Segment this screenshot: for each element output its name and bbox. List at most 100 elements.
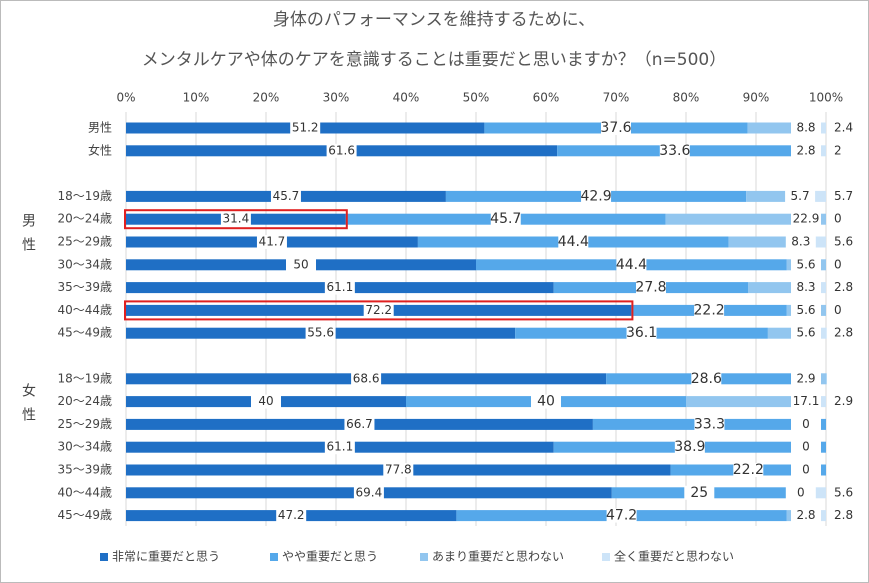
y-tick-label: 35～39歳 <box>57 280 112 294</box>
label-bg <box>791 121 821 135</box>
label-bg <box>791 303 821 318</box>
data-label: 2.8 <box>796 143 815 157</box>
label-bg <box>383 463 414 477</box>
data-label: 8.3 <box>796 280 815 294</box>
x-tick-label: 50% <box>463 91 490 105</box>
label-bg <box>344 417 375 432</box>
highlight-box <box>124 300 634 321</box>
data-label: 5.6 <box>796 303 815 317</box>
label-bg <box>616 257 647 272</box>
data-label: 0 <box>834 257 842 271</box>
data-label: 8.3 <box>791 235 810 249</box>
data-label: 0 <box>802 417 810 431</box>
legend-swatch <box>270 553 278 561</box>
data-label: 2 <box>834 143 842 157</box>
label-bg <box>324 280 355 295</box>
y-tick-label: 40～44歳 <box>57 485 112 499</box>
data-label: 17.1 <box>793 394 820 408</box>
label-bg <box>791 463 821 477</box>
x-tick-label: 0% <box>116 91 135 105</box>
bar-segment <box>728 236 787 248</box>
data-label: 41.7 <box>259 235 286 249</box>
label-bg <box>324 440 355 455</box>
data-label: 45.7 <box>490 211 521 227</box>
label-bg <box>691 371 722 386</box>
label-bg <box>351 371 382 386</box>
legend-label: やや重要だと思う <box>282 550 378 564</box>
data-label: 77.8 <box>385 463 412 477</box>
label-bg <box>791 280 821 295</box>
legend-swatch <box>602 553 610 561</box>
label-bg <box>353 485 384 500</box>
label-bg <box>791 440 821 455</box>
label-bg <box>785 485 816 500</box>
label-bg <box>791 326 821 341</box>
legend-swatch <box>420 553 428 561</box>
data-label: 22.2 <box>694 302 725 318</box>
data-label: 36.1 <box>626 325 657 341</box>
x-tick-label: 90% <box>743 91 770 105</box>
bar-segment <box>686 396 806 408</box>
y-tick-label: 35～39歳 <box>57 463 112 477</box>
label-bg <box>220 212 251 227</box>
x-tick-label: 80% <box>673 91 700 105</box>
x-tick-label: 60% <box>533 91 560 105</box>
y-tick-label: 45～49歳 <box>57 508 112 522</box>
label-bg <box>674 440 705 455</box>
label-bg <box>684 485 715 500</box>
y-tick-label: 30～34歳 <box>57 440 112 454</box>
data-label: 8.8 <box>796 121 815 135</box>
data-label: 69.4 <box>356 485 383 499</box>
data-label: 66.7 <box>346 417 373 431</box>
data-label: 68.6 <box>353 371 380 385</box>
legend-label: 非常に重要だと思う <box>112 550 220 564</box>
legend-swatch <box>100 553 108 561</box>
data-label: 0 <box>834 303 842 317</box>
chart-title: 身体のパフォーマンスを維持するために、 <box>273 10 595 30</box>
data-label: 47.2 <box>606 508 637 524</box>
label-bg <box>326 143 357 158</box>
label-bg <box>791 394 821 409</box>
data-label: 44.4 <box>616 257 647 273</box>
label-bg <box>558 235 589 249</box>
label-bg <box>785 189 816 204</box>
y-tick-label: 25～29歳 <box>57 417 112 431</box>
label-bg <box>270 189 301 204</box>
label-bg <box>785 235 816 249</box>
legend-label: あまり重要だと思わない <box>432 550 564 564</box>
data-label: 2.8 <box>796 508 815 522</box>
data-label: 45.7 <box>273 189 300 203</box>
label-bg <box>791 212 821 227</box>
data-label: 2.8 <box>834 326 853 340</box>
label-bg <box>256 235 287 249</box>
x-tick-label: 70% <box>603 91 630 105</box>
data-label: 5.7 <box>834 189 853 203</box>
data-label: 2.9 <box>796 371 815 385</box>
x-tick-label: 100% <box>809 91 843 105</box>
label-bg <box>659 143 690 158</box>
data-label: 0 <box>834 212 842 226</box>
data-label: 33.6 <box>659 143 690 159</box>
label-bg <box>581 189 612 204</box>
y-tick-label: 40～44歳 <box>57 303 112 317</box>
data-label: 31.4 <box>223 212 250 226</box>
data-label: 2.8 <box>834 280 853 294</box>
label-bg <box>606 508 637 523</box>
bar-segment <box>748 282 807 294</box>
data-label: 0 <box>802 440 810 454</box>
label-bg <box>290 121 321 135</box>
data-label: 0 <box>802 463 810 477</box>
label-bg <box>694 417 725 432</box>
group-label: 男性 <box>20 213 36 261</box>
data-label: 5.7 <box>791 189 810 203</box>
bar-segment <box>747 122 810 134</box>
label-bg <box>363 303 394 318</box>
label-bg <box>791 257 821 272</box>
label-bg <box>626 326 657 341</box>
y-tick-label: 20～24歳 <box>57 394 112 408</box>
label-bg <box>531 394 561 409</box>
chart-title: メンタルケアや体のケアを意識することは重要だと思いますか？（n=500） <box>142 50 726 70</box>
data-label: 50 <box>293 257 308 271</box>
y-tick-label: 25～29歳 <box>57 235 112 249</box>
label-bg <box>251 394 281 409</box>
